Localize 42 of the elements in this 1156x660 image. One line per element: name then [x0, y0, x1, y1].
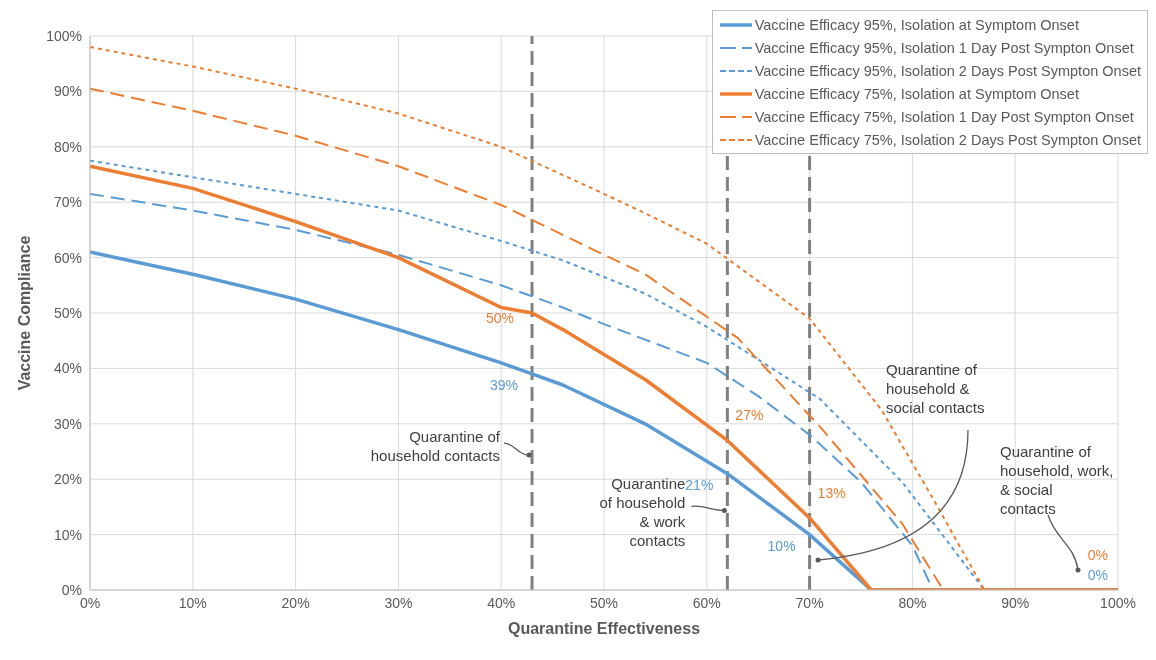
annotation: Quarantine of household & work contacts: [599, 475, 686, 550]
data-label: 21%: [685, 476, 714, 493]
x-tick-label: 90%: [1001, 594, 1030, 611]
x-tick-label: 40%: [487, 594, 516, 611]
x-tick-label: 100%: [1100, 594, 1136, 611]
data-label: 0%: [1087, 567, 1108, 583]
x-tick-label: 50%: [589, 594, 619, 611]
y-tick-label: 20%: [53, 471, 82, 488]
x-tick-label: 10%: [178, 594, 207, 611]
data-label: 39%: [490, 376, 519, 393]
x-tick-label: 30%: [384, 594, 413, 611]
y-tick-label: 0%: [61, 581, 82, 598]
x-tick-label: 0%: [79, 594, 101, 611]
y-tick-label: 40%: [53, 360, 82, 377]
y-tick-label: 70%: [53, 194, 82, 211]
data-label: 0%: [1087, 547, 1108, 563]
y-axis-title: Vaccine Compliance: [15, 235, 33, 391]
legend-label: Vaccine Efficacy 95%, Isolation 1 Day Post Sympton Onset: [754, 39, 1134, 56]
x-tick-label: 20%: [281, 594, 310, 611]
y-tick-label: 90%: [53, 83, 82, 100]
x-axis-title: Quarantine Effectiveness: [507, 620, 701, 637]
y-tick-label: 30%: [53, 415, 82, 432]
x-tick-label: 70%: [795, 594, 824, 611]
y-tick-label: 10%: [53, 526, 82, 543]
y-tick-label: 80%: [53, 138, 82, 155]
data-label: 13%: [817, 484, 846, 501]
x-tick-label: 80%: [898, 594, 927, 611]
y-tick-label: 50%: [53, 304, 82, 321]
annotation: Quarantine of household, work, & social contacts: [1000, 443, 1114, 517]
legend-label: Vaccine Efficacy 75%, Isolation 2 Days Post Sympton Onset: [754, 131, 1141, 148]
legend-label: Vaccine Efficacy 75%, Isolation 1 Day Post Sympton Onset: [754, 108, 1134, 125]
annotation: Quarantine of household & social contacts: [886, 361, 985, 416]
y-tick-label: 100%: [46, 27, 82, 44]
x-tick-label: 60%: [692, 594, 721, 611]
data-label: 50%: [486, 310, 515, 326]
annotation: Quarantine of household contacts: [370, 428, 501, 465]
legend-label: Vaccine Efficacy 95%, Isolation at Symptom Onset: [754, 16, 1079, 33]
y-tick-label: 60%: [53, 249, 82, 266]
data-label: 27%: [735, 407, 764, 424]
legend-label: Vaccine Efficacy 95%, Isolation 2 Days Post Sympton Onset: [754, 62, 1141, 79]
legend-label: Vaccine Efficacy 75%, Isolation at Symptom Onset: [754, 85, 1079, 102]
data-label: 10%: [767, 537, 796, 554]
